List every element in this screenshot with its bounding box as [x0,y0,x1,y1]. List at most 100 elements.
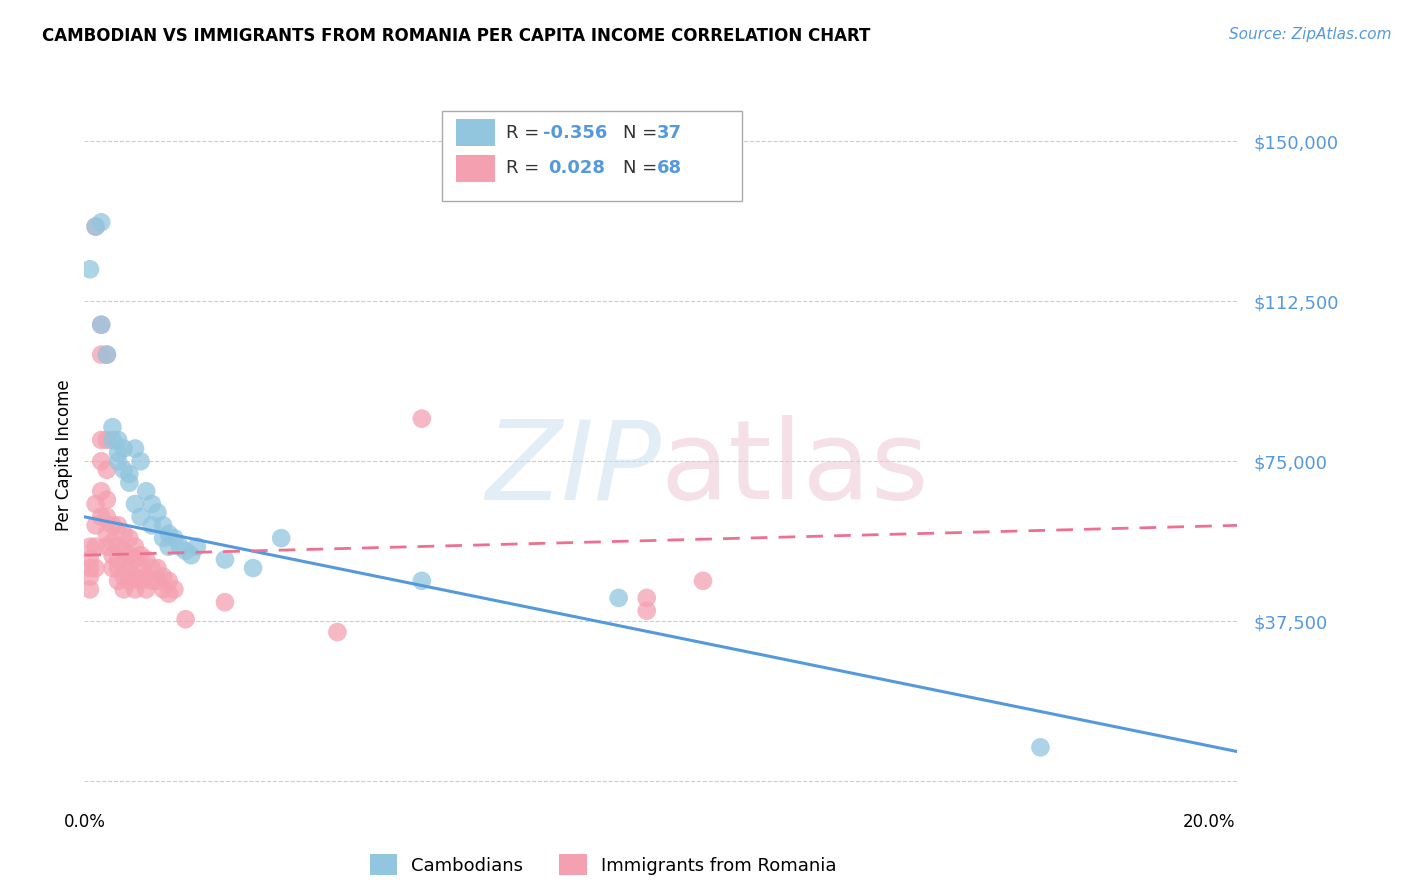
Point [90,348,112,362]
Point [84,540,107,554]
Text: N =: N = [623,124,664,142]
Point [90,509,112,524]
Point [96,527,118,541]
Point [157,540,180,554]
Point [107,446,129,460]
Text: R =: R = [506,124,546,142]
Point [129,548,152,562]
Point [84,219,107,234]
Point [270,531,292,545]
Point [411,574,433,588]
Point [96,540,118,554]
Point [141,561,163,575]
Point [141,497,163,511]
Point [636,591,658,605]
Point [135,569,157,583]
Point [214,595,236,609]
Point [129,561,152,575]
Point [124,582,146,597]
Point [129,509,152,524]
Text: R =: R = [506,160,551,178]
Point [174,612,197,626]
Point [163,582,186,597]
Point [96,492,118,507]
Point [112,544,135,558]
Point [242,561,264,575]
Point [101,561,124,575]
Point [101,433,124,447]
Point [607,591,630,605]
Point [124,552,146,566]
Text: Source: ZipAtlas.com: Source: ZipAtlas.com [1229,27,1392,42]
Text: ZIP: ZIP [485,416,661,523]
Point [135,582,157,597]
Legend: Cambodians, Immigrants from Romania: Cambodians, Immigrants from Romania [361,846,845,884]
Point [129,574,152,588]
Point [90,215,112,229]
Point [84,219,107,234]
Point [96,433,118,447]
Point [101,548,124,562]
Point [636,604,658,618]
Point [79,569,101,583]
Point [1029,740,1052,755]
Point [101,518,124,533]
Text: 0.028: 0.028 [548,160,606,178]
Point [124,569,146,583]
Point [124,497,146,511]
Point [186,540,208,554]
Point [129,454,152,468]
Point [112,442,135,456]
Point [101,420,124,434]
Point [112,582,135,597]
Point [135,484,157,499]
Point [152,582,174,597]
Point [157,587,180,601]
Point [180,548,202,562]
Point [79,540,101,554]
Point [169,540,191,554]
Point [107,454,129,468]
Point [135,552,157,566]
Point [163,531,186,545]
Point [118,548,141,562]
Point [90,484,112,499]
Point [124,442,146,456]
Point [79,582,101,597]
Point [84,561,107,575]
Point [90,318,112,332]
Text: CAMBODIAN VS IMMIGRANTS FROM ROMANIA PER CAPITA INCOME CORRELATION CHART: CAMBODIAN VS IMMIGRANTS FROM ROMANIA PER… [42,27,870,45]
Point [141,574,163,588]
Point [96,348,118,362]
Point [152,531,174,545]
Point [112,557,135,571]
Text: -0.356: -0.356 [543,124,607,142]
Point [112,569,135,583]
Point [107,540,129,554]
Point [107,433,129,447]
Point [118,561,141,575]
Point [107,574,129,588]
Point [107,552,129,566]
Point [90,433,112,447]
Point [146,561,169,575]
Point [692,574,714,588]
Point [107,518,129,533]
Point [152,518,174,533]
Point [118,531,141,545]
Point [157,574,180,588]
Point [112,527,135,541]
Point [118,475,141,490]
Point [112,463,135,477]
Point [96,509,118,524]
Point [146,506,169,520]
Point [326,625,349,640]
Point [101,535,124,549]
Point [84,518,107,533]
Point [79,561,101,575]
Point [174,544,197,558]
Point [152,569,174,583]
Point [411,411,433,425]
Point [90,318,112,332]
Point [141,518,163,533]
